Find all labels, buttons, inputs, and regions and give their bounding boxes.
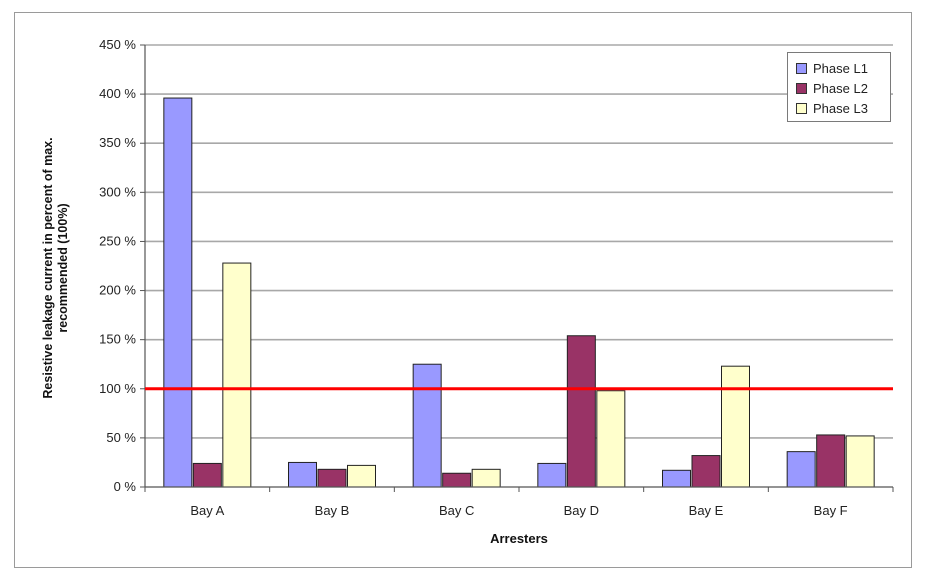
bar-bay-e-phase-l2 (691, 455, 721, 488)
y-tick-label: 350 % (99, 135, 136, 150)
y-axis-title-line-1: Resistive leakage current in percent of … (41, 137, 55, 398)
legend-entry-phase-l1: Phase L1 (796, 58, 890, 78)
gridlines (145, 44, 893, 439)
bar-bay-b-phase-l2 (317, 468, 347, 488)
x-tick-label: Bay A (190, 503, 224, 518)
legend-swatch-phase-l1 (796, 62, 807, 74)
legend: Phase L1 Phase L2 Phase L3 (787, 52, 891, 122)
bar-bay-c-phase-l1 (412, 363, 442, 488)
bar-bay-d-phase-l1 (537, 462, 567, 488)
bar-bay-f-phase-l1 (786, 451, 816, 488)
y-tick-label: 450 % (99, 37, 136, 52)
bar-bay-e-phase-l3 (721, 365, 750, 488)
legend-swatch-phase-l2 (796, 82, 807, 94)
y-axis-title: Resistive leakage current in percent of … (41, 137, 70, 398)
x-axis-title: Arresters (490, 531, 548, 546)
x-tick-label: Bay F (814, 503, 848, 518)
bar-bay-a-phase-l2 (192, 462, 222, 488)
bar-bay-f-phase-l2 (816, 434, 846, 488)
x-tick-label: Bay D (564, 503, 599, 518)
legend-label-phase-l1: Phase L1 (813, 60, 868, 76)
y-axis-title-line-2: recommended (100%) (56, 203, 70, 332)
y-tick-label: 100 % (99, 381, 136, 396)
bar-bay-f-phase-l3 (845, 435, 875, 488)
legend-label-phase-l3: Phase L3 (813, 100, 868, 116)
legend-entry-phase-l3: Phase L3 (796, 98, 890, 118)
bar-bay-b-phase-l3 (347, 464, 376, 488)
x-tick-label: Bay B (315, 503, 350, 518)
y-tick-label: 150 % (99, 332, 136, 347)
tick-labels: 0 % 50 % 100 % 150 % 200 % 250 % 300 % 350 % 400… (99, 37, 848, 518)
y-tick-label: 300 % (99, 184, 136, 199)
legend-swatch-phase-l3 (796, 102, 807, 114)
y-tick-label: 200 % (99, 283, 136, 298)
y-tick-label: 50 % (106, 430, 136, 445)
bar-bay-b-phase-l1 (288, 461, 317, 488)
bar-bay-d-phase-l2 (566, 335, 596, 488)
x-tick-label: Bay C (439, 503, 474, 518)
y-tick-label: 400 % (99, 86, 136, 101)
bar-bay-c-phase-l3 (471, 468, 501, 488)
bar-bay-c-phase-l2 (442, 472, 472, 488)
bar-bay-e-phase-l1 (662, 469, 691, 488)
bars (163, 97, 875, 488)
legend-label-phase-l2: Phase L2 (813, 80, 868, 96)
y-tick-label: 0 % (114, 479, 137, 494)
bar-bay-a-phase-l1 (163, 97, 193, 488)
legend-entry-phase-l2: Phase L2 (796, 78, 890, 98)
axes (140, 44, 894, 492)
bar-bay-d-phase-l3 (596, 390, 626, 488)
x-tick-label: Bay E (689, 503, 724, 518)
y-tick-label: 250 % (99, 233, 136, 248)
bar-bay-a-phase-l3 (222, 262, 252, 488)
